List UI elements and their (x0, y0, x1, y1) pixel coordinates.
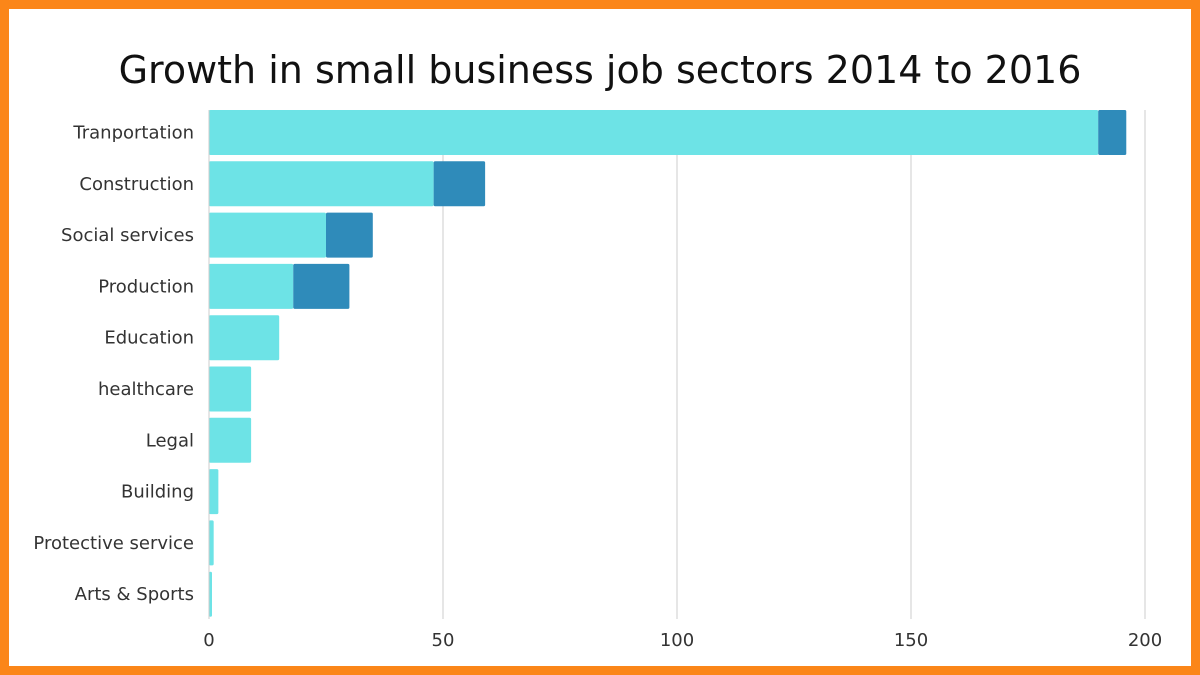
bar-2-0 (1098, 110, 1127, 155)
bar-1-9 (209, 571, 212, 617)
category-label-2: Social services (61, 225, 194, 246)
bar-1-6 (209, 417, 252, 463)
category-label-5: healthcare (98, 379, 194, 400)
category-label-9: Arts & Sports (75, 584, 194, 605)
category-label-7: Building (121, 482, 194, 503)
bar-2-2 (326, 212, 373, 258)
bar-2-1 (433, 161, 486, 207)
x-tick-label-50: 50 (432, 630, 455, 651)
x-tick-label-200: 200 (1128, 630, 1162, 651)
category-label-8: Protective service (33, 533, 194, 554)
category-label-6: Legal (146, 430, 194, 451)
chart-title: Growth in small business job sectors 201… (118, 48, 1082, 92)
category-label-4: Education (104, 328, 194, 349)
bar-1-8 (209, 520, 214, 566)
bar-2-3 (293, 263, 350, 309)
bar-1-5 (209, 366, 252, 412)
bar-1-1 (209, 161, 434, 207)
bar-1-2 (209, 212, 326, 258)
bar-1-4 (209, 315, 280, 361)
x-tick-label-0: 0 (203, 630, 214, 651)
bar-1-3 (209, 263, 294, 309)
x-tick-label-100: 100 (660, 630, 694, 651)
category-label-0: Tranportation (72, 123, 194, 144)
bar-1-7 (209, 469, 219, 515)
category-label-3: Production (98, 276, 194, 297)
category-label-1: Construction (79, 174, 194, 195)
x-tick-label-150: 150 (894, 630, 928, 651)
bar-1-0 (209, 110, 1099, 155)
